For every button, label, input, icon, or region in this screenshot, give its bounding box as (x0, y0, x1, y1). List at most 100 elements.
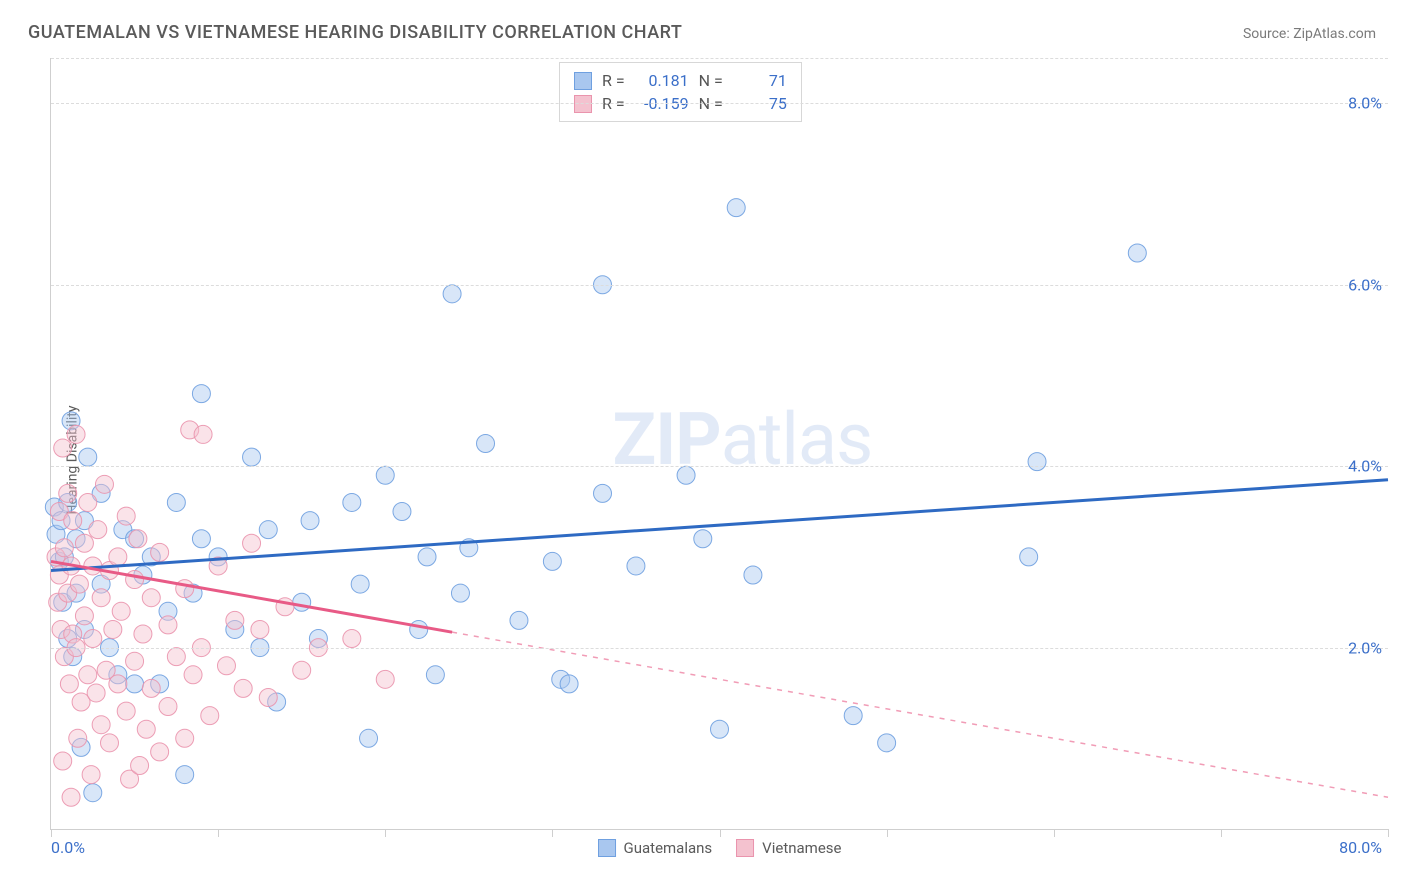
data-point (142, 679, 160, 697)
data-point (79, 493, 97, 511)
data-point (151, 743, 169, 761)
data-point (79, 666, 97, 684)
grid-line (51, 466, 1388, 467)
data-point (543, 552, 561, 570)
data-point (259, 688, 277, 706)
data-point (75, 607, 93, 625)
data-point (351, 575, 369, 593)
data-point (393, 503, 411, 521)
data-point (201, 707, 219, 725)
data-point (59, 484, 77, 502)
data-point (131, 757, 149, 775)
data-point (410, 620, 428, 638)
stat-n-value: 71 (733, 71, 787, 90)
data-point (64, 512, 82, 530)
y-tick-label: 2.0% (1348, 638, 1382, 657)
data-point (142, 589, 160, 607)
legend-label: Vietnamese (762, 839, 841, 857)
data-point (176, 580, 194, 598)
data-point (126, 675, 144, 693)
grid-line (51, 648, 1388, 649)
data-point (54, 439, 72, 457)
data-point (67, 425, 85, 443)
data-point (82, 766, 100, 784)
legend-label: Guatemalans (624, 839, 713, 857)
data-point (117, 702, 135, 720)
data-point (95, 475, 113, 493)
data-point (343, 493, 361, 511)
data-point (711, 720, 729, 738)
data-point (109, 548, 127, 566)
data-point (627, 557, 645, 575)
data-point (70, 575, 88, 593)
stats-row: R =0.181N =71 (574, 69, 787, 92)
data-point (84, 784, 102, 802)
source-credit: Source: ZipAtlas.com (1243, 26, 1376, 42)
data-point (92, 589, 110, 607)
data-point (126, 652, 144, 670)
data-point (87, 684, 105, 702)
data-point (844, 707, 862, 725)
trend-line-solid (51, 480, 1388, 571)
data-point (159, 616, 177, 634)
data-point (176, 766, 194, 784)
data-point (192, 385, 210, 403)
data-point (293, 661, 311, 679)
data-point (251, 620, 269, 638)
data-point (1020, 548, 1038, 566)
chart-title: GUATEMALAN VS VIETNAMESE HEARING DISABIL… (28, 22, 682, 43)
x-tick (1388, 829, 1389, 837)
x-axis-min-label: 0.0% (51, 838, 85, 857)
data-point (60, 675, 78, 693)
data-point (243, 534, 261, 552)
data-point (243, 448, 261, 466)
data-point (677, 466, 695, 484)
stat-r-value: 0.181 (635, 71, 689, 90)
bottom-legend: Guatemalans Vietnamese (598, 839, 842, 857)
data-point (54, 752, 72, 770)
data-point (301, 512, 319, 530)
header: GUATEMALAN VS VIETNAMESE HEARING DISABIL… (0, 0, 1406, 53)
plot-region: ZIPatlas R =0.181N =71R =-0.159N =75 0.0… (50, 58, 1388, 830)
data-point (89, 521, 107, 539)
data-point (167, 493, 185, 511)
data-point (293, 593, 311, 611)
x-tick (1221, 829, 1222, 837)
x-axis-max-label: 80.0% (1339, 838, 1382, 857)
x-tick (720, 829, 721, 837)
data-point (137, 720, 155, 738)
data-point (418, 548, 436, 566)
data-point (1128, 244, 1146, 262)
data-point (84, 630, 102, 648)
data-point (184, 666, 202, 684)
data-point (878, 734, 896, 752)
data-point (69, 729, 87, 747)
data-point (109, 675, 127, 693)
y-tick-label: 8.0% (1348, 94, 1382, 113)
data-point (192, 530, 210, 548)
data-point (75, 534, 93, 552)
data-point (151, 543, 169, 561)
x-tick (51, 829, 52, 837)
legend-item: Vietnamese (736, 839, 841, 857)
data-point (360, 729, 378, 747)
data-point (560, 675, 578, 693)
trend-line-dashed (452, 632, 1388, 797)
y-tick-label: 6.0% (1348, 275, 1382, 294)
chart-area: Hearing Disability ZIPatlas R =0.181N =7… (28, 58, 1388, 862)
stats-legend-box: R =0.181N =71R =-0.159N =75 (559, 62, 802, 122)
data-point (62, 788, 80, 806)
grid-line (51, 103, 1388, 104)
stat-r-label: R = (602, 71, 625, 90)
data-point (426, 666, 444, 684)
swatch-icon (598, 839, 616, 857)
data-point (217, 657, 235, 675)
data-point (226, 611, 244, 629)
x-tick (887, 829, 888, 837)
data-point (176, 729, 194, 747)
x-tick (1054, 829, 1055, 837)
data-point (92, 716, 110, 734)
grid-line (51, 58, 1388, 59)
data-point (55, 539, 73, 557)
data-point (1028, 453, 1046, 471)
